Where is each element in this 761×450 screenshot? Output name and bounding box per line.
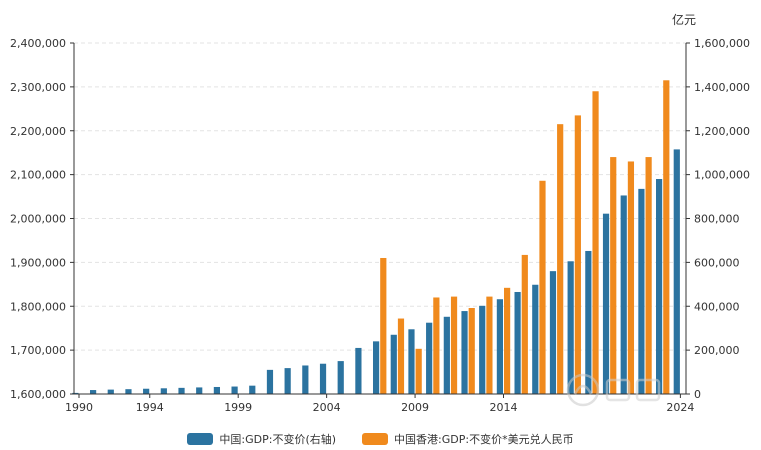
bar-china-2006[interactable] bbox=[355, 347, 362, 394]
bar-hongkong-2016[interactable] bbox=[539, 180, 546, 394]
bar-china-2007[interactable] bbox=[372, 341, 380, 394]
bar-china-2010[interactable] bbox=[426, 322, 433, 394]
bar-hongkong-2008[interactable] bbox=[397, 318, 405, 394]
bar-china-2012[interactable] bbox=[461, 311, 468, 394]
bars-group bbox=[72, 80, 680, 395]
bar-china-2009[interactable] bbox=[408, 329, 415, 394]
bar-china-1995[interactable] bbox=[160, 388, 167, 394]
bar-hongkong-2020[interactable] bbox=[610, 157, 617, 394]
bar-china-2015[interactable] bbox=[514, 291, 521, 394]
bar-china-2023[interactable] bbox=[655, 179, 663, 394]
right-axis-tick-label: 800,000 bbox=[694, 213, 740, 226]
right-axis-tick-label: 1,400,000 bbox=[694, 81, 750, 94]
bar-china-2004[interactable] bbox=[319, 363, 327, 394]
legend-item-china[interactable]: 中国:GDP:不变价(右轴) bbox=[187, 430, 336, 448]
bar-china-2013[interactable] bbox=[479, 305, 486, 394]
right-axis-tick-label: 400,000 bbox=[694, 300, 740, 313]
bar-china-2017[interactable] bbox=[549, 271, 557, 394]
left-axis-tick-label: 1,800,000 bbox=[10, 300, 66, 313]
left-axis-tick-label: 1,900,000 bbox=[10, 256, 66, 269]
left-axis-tick-label: 2,100,000 bbox=[10, 169, 66, 182]
bar-china-2002[interactable] bbox=[284, 368, 291, 394]
right-axis-tick-label: 600,000 bbox=[694, 256, 740, 269]
right-axis-tick-label: 1,600,000 bbox=[694, 37, 750, 50]
legend-swatch-hongkong bbox=[362, 433, 389, 445]
bar-china-1999[interactable] bbox=[231, 386, 238, 394]
bar-china-2014[interactable] bbox=[496, 299, 504, 394]
chart-legend: 中国:GDP:不变价(右轴) 中国香港:GDP:不变价*美元兑人民币 bbox=[0, 430, 761, 448]
bar-china-2003[interactable] bbox=[302, 365, 309, 394]
left-axis-tick-label: 2,300,000 bbox=[10, 81, 66, 94]
x-axis-tick-label: 1999 bbox=[224, 401, 252, 414]
x-axis-tick-label: 2004 bbox=[313, 401, 341, 414]
bar-hongkong-2013[interactable] bbox=[486, 296, 493, 394]
bar-china-2020[interactable] bbox=[602, 213, 610, 394]
legend-item-hongkong[interactable]: 中国香港:GDP:不变价*美元兑人民币 bbox=[362, 430, 574, 448]
bar-china-1990[interactable] bbox=[72, 392, 79, 394]
bar-china-1998[interactable] bbox=[213, 386, 221, 394]
bar-china-1996[interactable] bbox=[178, 387, 185, 394]
bar-china-2021[interactable] bbox=[620, 195, 627, 394]
right-axis-tick-label: 1,200,000 bbox=[694, 125, 750, 138]
bar-china-2001[interactable] bbox=[266, 369, 274, 394]
bar-hongkong-2022[interactable] bbox=[645, 157, 652, 394]
bar-china-2000[interactable] bbox=[249, 385, 256, 394]
x-axis-tick-label: 1994 bbox=[136, 401, 164, 414]
legend-swatch-china bbox=[187, 433, 214, 445]
right-axis-tick-label: 0 bbox=[694, 388, 701, 401]
brand-logo-watermark-icon bbox=[566, 373, 661, 407]
left-axis-tick-label: 2,200,000 bbox=[10, 125, 66, 138]
bar-hongkong-2012[interactable] bbox=[468, 308, 475, 394]
right-axis-tick-label: 200,000 bbox=[694, 344, 740, 357]
right-axis-tick-label: 1,000,000 bbox=[694, 169, 750, 182]
bar-china-1992[interactable] bbox=[107, 389, 114, 394]
bar-china-1997[interactable] bbox=[196, 387, 203, 394]
axes-group: 1,600,000 0 1,700,000 200,000 1,800,000 400,0… bbox=[10, 37, 750, 414]
bar-china-1993[interactable] bbox=[125, 389, 132, 394]
bar-hongkong-2017[interactable] bbox=[557, 124, 564, 394]
bar-hongkong-2018[interactable] bbox=[574, 115, 581, 395]
bar-china-2008[interactable] bbox=[390, 334, 397, 394]
grid-lines bbox=[74, 42, 686, 351]
bar-hongkong-2021[interactable] bbox=[627, 161, 635, 394]
left-axis-tick-label: 1,700,000 bbox=[10, 344, 66, 357]
bar-china-2016[interactable] bbox=[532, 284, 539, 394]
bar-hongkong-2014[interactable] bbox=[504, 287, 511, 394]
bar-hongkong-2009[interactable] bbox=[415, 348, 422, 394]
bar-hongkong-2010[interactable] bbox=[433, 297, 440, 394]
bar-china-2022[interactable] bbox=[638, 188, 645, 394]
x-axis-tick-label: 2014 bbox=[490, 401, 518, 414]
bar-hongkong-2019[interactable] bbox=[592, 91, 599, 394]
legend-label-china: 中国:GDP:不变价(右轴) bbox=[219, 433, 337, 446]
bar-china-2005[interactable] bbox=[337, 361, 344, 394]
bar-china-1991[interactable] bbox=[89, 390, 97, 394]
left-axis-tick-label: 2,400,000 bbox=[10, 37, 66, 50]
bar-china-2018[interactable] bbox=[567, 261, 574, 394]
x-axis-tick-label: 2024 bbox=[666, 401, 694, 414]
bar-china-2019[interactable] bbox=[585, 250, 592, 394]
bar-hongkong-2015[interactable] bbox=[521, 254, 528, 394]
right-axis-unit-label: 亿元 bbox=[672, 12, 696, 27]
left-axis-tick-label: 1,600,000 bbox=[10, 388, 66, 401]
bar-hongkong-2007[interactable] bbox=[380, 257, 387, 394]
bar-hongkong-2011[interactable] bbox=[450, 296, 458, 394]
bar-hongkong-2023[interactable] bbox=[663, 80, 670, 394]
left-axis-tick-label: 2,000,000 bbox=[10, 213, 66, 226]
bar-china-2024[interactable] bbox=[673, 149, 680, 394]
bar-china-2011[interactable] bbox=[443, 316, 450, 394]
legend-label-hongkong: 中国香港:GDP:不变价*美元兑人民币 bbox=[394, 433, 574, 446]
x-axis-tick-label: 2009 bbox=[401, 401, 429, 414]
bar-china-1994[interactable] bbox=[143, 388, 150, 394]
x-axis-tick-label: 1990 bbox=[65, 401, 93, 414]
